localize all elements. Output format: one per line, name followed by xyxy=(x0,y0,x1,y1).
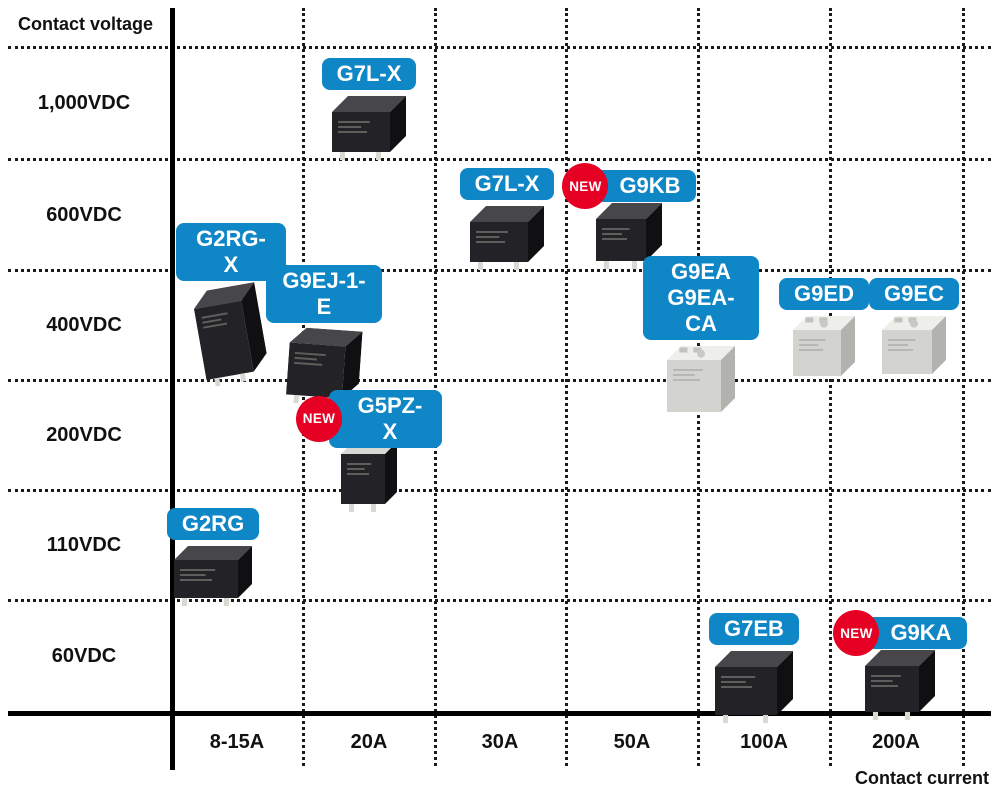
gridline-h-4 xyxy=(8,379,991,382)
gridline-v-3 xyxy=(565,8,568,766)
relay-photo-g2rg-x xyxy=(191,282,271,388)
relay-photo-g7l-x xyxy=(332,95,406,160)
gridline-h-1 xyxy=(8,46,991,49)
product-g9ec: G9EC xyxy=(869,278,959,374)
y-tick-110vdc: 110VDC xyxy=(46,534,122,556)
product-g2rg: G2RG xyxy=(166,508,260,606)
product-label-g9ej-1-e[interactable]: G9EJ-1-E xyxy=(266,265,382,323)
y-axis-line xyxy=(170,8,175,770)
relay-photo-g9ec xyxy=(882,315,946,374)
product-label-g9ed[interactable]: G9ED xyxy=(779,278,869,310)
x-axis-title: Contact current xyxy=(854,768,989,788)
product-g9ka: NEW G9KA xyxy=(832,610,968,720)
gridline-h-6 xyxy=(8,599,991,602)
relay-photo-g5pz-x xyxy=(341,441,397,512)
gridline-v-6 xyxy=(962,8,965,766)
product-g7eb: G7EB xyxy=(704,613,804,723)
product-label-g2rg[interactable]: G2RG xyxy=(166,508,260,540)
product-label-g5pz-x[interactable]: G5PZ-X xyxy=(329,390,442,448)
product-g7l-x-600vdc: G7L-X xyxy=(441,168,573,270)
gridline-v-2 xyxy=(434,8,437,766)
product-g9ea-g9ea-ca: G9EA G9EA-CA xyxy=(643,256,759,412)
relay-photo-g9ea xyxy=(667,345,735,412)
gridline-h-3 xyxy=(8,269,991,272)
product-g9kb: NEW G9KB xyxy=(554,163,704,269)
new-badge: NEW xyxy=(562,163,609,209)
new-badge: NEW xyxy=(296,395,342,442)
product-label-g7eb[interactable]: G7EB xyxy=(709,613,799,645)
product-g7l-x-1000vdc: G7L-X xyxy=(303,58,435,160)
x-tick-50a: 50A xyxy=(613,731,651,753)
x-tick-20a: 20A xyxy=(350,731,388,753)
gridline-v-5 xyxy=(829,8,832,766)
relay-photo-g9kb xyxy=(596,203,662,269)
y-tick-1000vdc: 1,000VDC xyxy=(37,92,131,114)
x-tick-100a: 100A xyxy=(740,731,788,753)
product-g9ej-1-e: G9EJ-1-E xyxy=(266,265,382,407)
y-tick-600vdc: 600VDC xyxy=(46,204,122,226)
product-label-g9ka[interactable]: G9KA xyxy=(866,617,967,649)
gridline-h-2 xyxy=(8,158,991,161)
product-label-g7l-x[interactable]: G7L-X xyxy=(459,168,555,200)
y-tick-200vdc: 200VDC xyxy=(46,424,122,446)
product-label-g7l-x[interactable]: G7L-X xyxy=(321,58,417,90)
y-tick-400vdc: 400VDC xyxy=(46,314,122,336)
relay-photo-g9ed xyxy=(793,315,855,376)
new-badge: NEW xyxy=(833,610,880,656)
product-label-g9kb[interactable]: G9KB xyxy=(595,170,696,202)
relay-photo-g7l-x xyxy=(470,205,544,270)
relay-photo-g9ka xyxy=(865,650,935,720)
y-tick-60vdc: 60VDC xyxy=(51,645,117,667)
product-g2rg-x: G2RG-X xyxy=(176,223,286,387)
product-label-g9ec[interactable]: G9EC xyxy=(869,278,959,310)
x-tick-8-15a: 8-15A xyxy=(209,731,265,753)
x-tick-200a: 200A xyxy=(872,731,920,753)
x-tick-30a: 30A xyxy=(481,731,519,753)
relay-photo-g9ej-1-e xyxy=(285,326,363,407)
product-g9ed: G9ED xyxy=(779,278,869,376)
product-label-g9ea[interactable]: G9EA G9EA-CA xyxy=(643,256,759,340)
x-axis-line xyxy=(8,711,991,716)
gridline-h-5 xyxy=(8,489,991,492)
product-g5pz-x: NEW G5PZ-X xyxy=(296,390,442,512)
relay-photo-g7eb xyxy=(715,650,793,723)
y-axis-title: Contact voltage xyxy=(18,14,154,34)
relay-photo-g2rg xyxy=(174,545,252,606)
